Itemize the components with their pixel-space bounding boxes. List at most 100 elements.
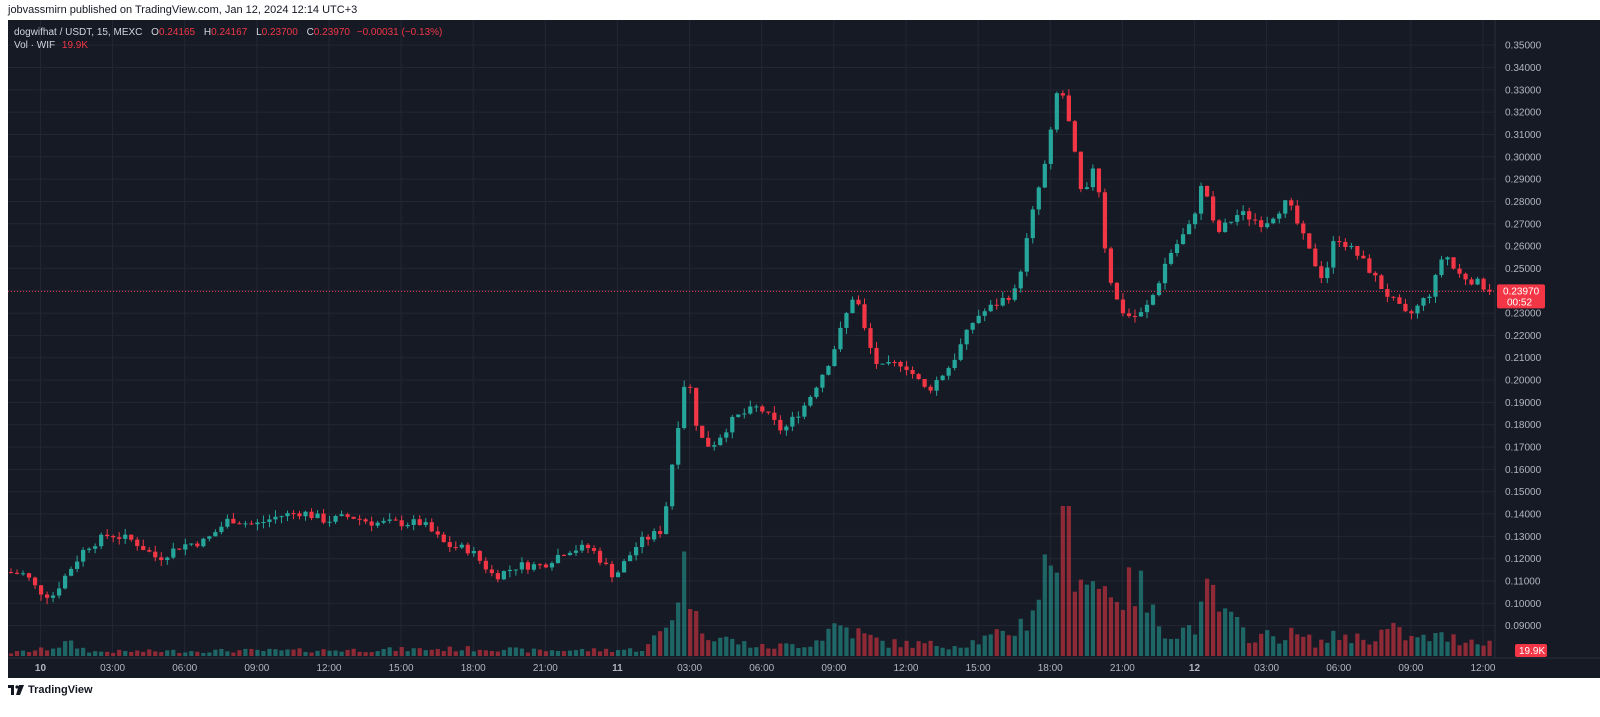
candle-body xyxy=(1108,248,1114,283)
candle-body xyxy=(525,562,531,570)
candle-body xyxy=(658,531,663,534)
time-tick-label: 18:00 xyxy=(1038,663,1063,674)
candle-body xyxy=(237,523,242,525)
candle-body xyxy=(393,519,398,521)
candle-body xyxy=(754,406,759,408)
time-tick-label: 06:00 xyxy=(172,663,197,674)
volume-bar xyxy=(309,652,314,656)
volume-bar xyxy=(652,635,657,656)
volume-bar xyxy=(62,641,68,656)
volume-bar xyxy=(1313,647,1318,656)
time-axis[interactable]: 10 03:00 06:00 09:00 12:00 15:00 18:00 21:00 11 0… xyxy=(8,657,1600,674)
volume-bar xyxy=(664,627,669,656)
volume-bar xyxy=(195,651,200,656)
tradingview-brand[interactable]: TradingView xyxy=(8,684,93,696)
time-tick-label: 09:00 xyxy=(1398,663,1423,674)
chart-area[interactable]: 0.35000 0.34000 0.33000 0.32000 0.31000 0.300… xyxy=(8,20,1600,678)
candle-body xyxy=(501,571,506,580)
candle-body xyxy=(1379,275,1384,290)
volume-bar xyxy=(87,652,92,656)
volume-bar xyxy=(363,652,368,656)
volume-label-text[interactable]: Vol · WIF xyxy=(14,40,56,51)
time-tick-label: 12:00 xyxy=(1470,663,1495,674)
time-tick-label: 12 xyxy=(1189,663,1201,674)
time-tick-label: 10 xyxy=(35,663,47,674)
volume-bar xyxy=(1168,639,1174,656)
candle-body xyxy=(219,526,224,533)
candle-body xyxy=(171,548,176,558)
candle-body xyxy=(1385,289,1390,297)
volume-bar xyxy=(381,649,386,656)
candle-body xyxy=(934,380,939,391)
candle-body xyxy=(411,519,416,525)
volume-bar xyxy=(1024,630,1029,656)
volume-bar xyxy=(285,649,290,656)
volume-bar xyxy=(207,652,212,656)
candle-body xyxy=(471,550,476,554)
candle-body xyxy=(736,414,741,417)
time-tick-label: 15:00 xyxy=(389,663,414,674)
price-tick-label: 0.23000 xyxy=(1505,309,1542,320)
candlestick-chart[interactable]: 0.35000 0.34000 0.33000 0.32000 0.31000 0.300… xyxy=(8,20,1600,678)
price-tick-label: 0.28000 xyxy=(1505,197,1542,208)
grid xyxy=(8,20,1495,658)
volume-bar xyxy=(1192,634,1198,656)
candle-body xyxy=(1030,209,1035,239)
volume-bar xyxy=(1307,634,1312,656)
volume-bar xyxy=(1355,633,1360,656)
close-label: C xyxy=(306,27,314,38)
volume-bar xyxy=(1331,630,1336,656)
candle-body xyxy=(718,437,723,446)
candle-body xyxy=(790,416,795,427)
candle-body xyxy=(688,386,693,388)
candle-body xyxy=(111,536,116,538)
volume-bar xyxy=(429,649,434,656)
candle-body xyxy=(1421,298,1426,306)
volume-bar xyxy=(627,648,633,656)
volume-bar xyxy=(417,648,422,656)
volume-bar xyxy=(760,643,765,656)
candle-body xyxy=(291,513,296,515)
volume-bar xyxy=(946,649,951,656)
volume-bar xyxy=(14,651,20,656)
volume-bar xyxy=(189,651,194,656)
volume-bar xyxy=(237,650,242,656)
volume-bar xyxy=(321,649,326,656)
open-label: O xyxy=(151,27,159,38)
candle-body xyxy=(255,522,260,525)
candle-body xyxy=(748,406,753,414)
volume-bar xyxy=(796,647,801,656)
candle-body xyxy=(315,513,320,519)
candle-body xyxy=(988,304,993,312)
volume-bar xyxy=(44,650,50,656)
volume-bar xyxy=(1114,601,1120,656)
volume-bar xyxy=(231,652,236,656)
candle-body xyxy=(1204,185,1210,197)
candle-body xyxy=(135,539,140,547)
candle-body xyxy=(513,569,518,571)
candle-body xyxy=(694,387,699,426)
ohlc-row: dogwifhat / USDT, 15, MEXC O0.24165 H0.2… xyxy=(14,26,442,39)
price-axis[interactable]: 0.35000 0.34000 0.33000 0.32000 0.31000 0.300… xyxy=(1494,20,1600,678)
volume-bar xyxy=(856,628,861,656)
time-tick-label: 18:00 xyxy=(461,663,486,674)
volume-bar xyxy=(1012,635,1017,656)
candle-body xyxy=(465,544,470,554)
candle-body xyxy=(778,419,783,431)
volume-bar xyxy=(75,648,80,656)
candle-body xyxy=(555,554,561,564)
volume-bar xyxy=(93,651,98,656)
volume-bar xyxy=(1211,584,1216,656)
volume-bar xyxy=(1337,640,1342,656)
symbol-label[interactable]: dogwifhat / USDT, 15, MEXC xyxy=(14,27,143,38)
candle-body xyxy=(832,349,837,367)
volume-bar xyxy=(441,651,446,656)
candle-body xyxy=(1409,311,1414,314)
volume-bar xyxy=(1487,640,1492,656)
volume-bar xyxy=(1174,638,1180,656)
candle-body xyxy=(1307,233,1312,249)
volume-bar xyxy=(633,651,639,656)
volume-bar xyxy=(1144,612,1150,656)
volume-bar xyxy=(459,650,464,656)
candle-body xyxy=(814,387,819,397)
